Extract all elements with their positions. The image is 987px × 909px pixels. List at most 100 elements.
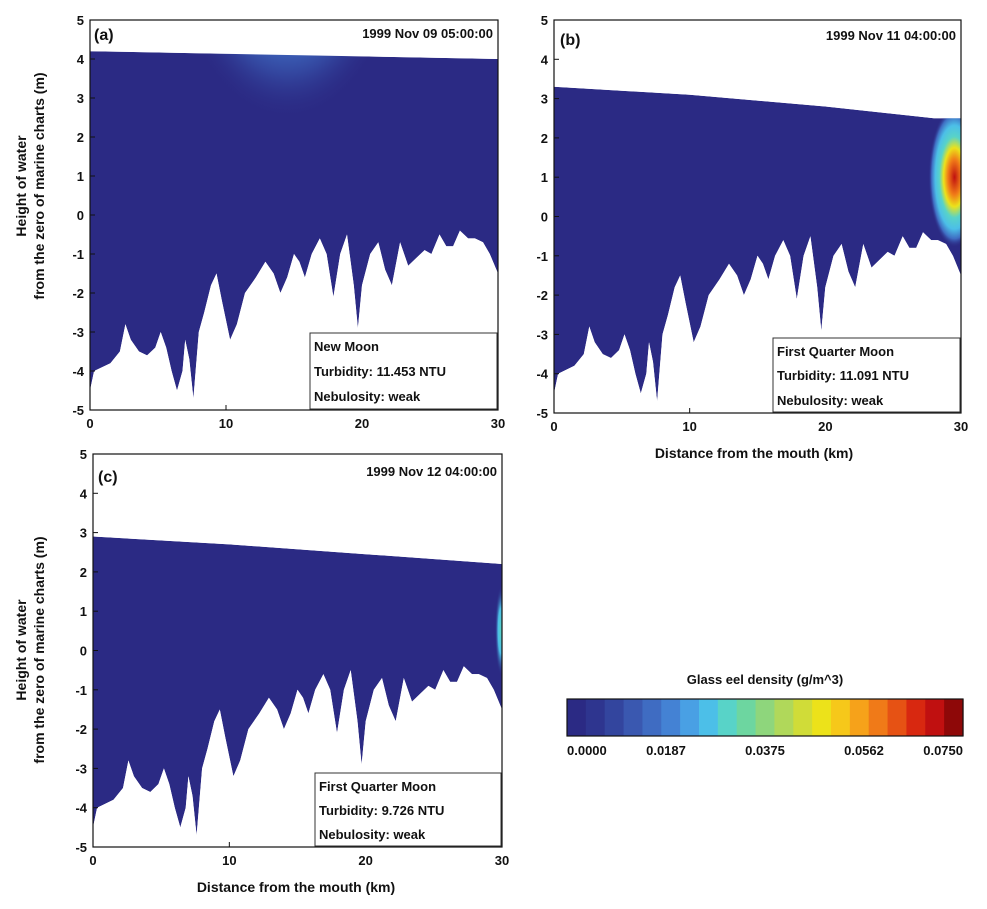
colorbar-swatch	[774, 699, 794, 736]
colorbar-ticks: 0.0000 0.0187 0.0375 0.0562 0.0750	[567, 743, 963, 758]
colorbar-swatch	[849, 699, 870, 736]
x-tick-label: 30	[491, 416, 505, 431]
water-body	[93, 536, 502, 836]
y-tick-label: -4	[72, 364, 84, 379]
panel-label: (c)	[98, 469, 118, 486]
y-tick-label: -4	[75, 801, 87, 816]
colorbar-swatch	[585, 699, 606, 736]
y-tick-label: -1	[536, 249, 548, 264]
x-axis-label: Distance from the mouth (km)	[655, 445, 853, 461]
y-tick-label: -1	[72, 247, 84, 262]
y-tick-label: 4	[77, 52, 85, 67]
y-tick-label: -2	[536, 288, 548, 303]
annotation-turbidity: Turbidity: 9.726 NTU	[319, 803, 444, 818]
x-tick-label: 30	[495, 853, 509, 868]
annotation-moon: First Quarter Moon	[777, 344, 894, 359]
y-tick-label: 0	[77, 208, 84, 223]
eel-plume	[495, 585, 502, 676]
y-tick-label: -3	[72, 325, 84, 340]
y-axis-label: Height of water	[13, 599, 29, 701]
y-tick-label: 1	[541, 170, 548, 185]
colorbar-swatch	[661, 699, 681, 736]
x-tick-label: 10	[682, 419, 696, 434]
colorbar-swatch	[642, 699, 662, 736]
water-mask	[554, 20, 961, 413]
x-axis: 0 10 20 30	[89, 842, 509, 868]
y-tick-label: 5	[541, 13, 548, 28]
y-tick-label: 1	[80, 604, 87, 619]
y-axis-label-2: from the zero of marine charts (m)	[31, 72, 47, 299]
colorbar-title: Glass eel density (g/m^3)	[687, 672, 843, 687]
colorbar-swatch	[699, 699, 719, 736]
eel-plume	[192, 20, 383, 225]
water-body	[554, 86, 961, 402]
timestamp: 1999 Nov 12 04:00:00	[366, 464, 497, 479]
annotation-nebulosity: Nebulosity: weak	[319, 827, 426, 842]
x-tick-label: 20	[358, 853, 372, 868]
y-axis-label: Height of water	[13, 135, 29, 237]
colorbar-swatches	[567, 699, 964, 736]
y-tick-label: 5	[77, 13, 84, 28]
colorbar-swatch	[680, 699, 700, 736]
annotation-moon: First Quarter Moon	[319, 779, 436, 794]
colorbar-tick-label: 0.0000	[567, 743, 607, 758]
colorbar-tick-label: 0.0375	[745, 743, 785, 758]
colorbar-swatch	[793, 699, 813, 736]
panel-label: (b)	[560, 32, 580, 49]
x-tick-label: 0	[89, 853, 96, 868]
x-tick-label: 20	[818, 419, 832, 434]
y-tick-label: 0	[541, 210, 548, 225]
y-tick-label: 2	[541, 131, 548, 146]
annotation-nebulosity: Nebulosity: weak	[777, 393, 884, 408]
x-tick-label: 10	[219, 416, 233, 431]
y-axis: 5 4 3 2 1 0 -1 -2 -3 -4 -5	[75, 447, 98, 855]
x-tick-label: 0	[86, 416, 93, 431]
water-mask	[90, 20, 498, 410]
colorbar: Glass eel density (g/m^3) 0.0000 0.0187 0.…	[566, 672, 964, 758]
panel-label: (a)	[94, 27, 114, 44]
y-tick-label: -2	[75, 722, 87, 737]
annotation-turbidity: Turbidity: 11.453 NTU	[314, 364, 446, 379]
colorbar-swatch	[567, 699, 587, 736]
water-mask	[93, 454, 502, 847]
y-axis: 5 4 3 2 1 0 -1 -2 -3 -4 -5	[72, 13, 95, 418]
x-tick-label: 10	[222, 853, 236, 868]
colorbar-swatch	[717, 699, 738, 736]
y-tick-label: -2	[72, 286, 84, 301]
colorbar-tick-label: 0.0562	[844, 743, 884, 758]
y-tick-label: -3	[536, 327, 548, 342]
x-tick-label: 30	[954, 419, 968, 434]
y-tick-label: 3	[541, 92, 548, 107]
y-tick-label: 1	[77, 169, 84, 184]
timestamp: 1999 Nov 09 05:00:00	[362, 26, 493, 41]
colorbar-swatch	[944, 699, 964, 736]
y-axis-label-2: from the zero of marine charts (m)	[31, 536, 47, 763]
y-tick-label: 2	[80, 565, 87, 580]
colorbar-swatch	[623, 699, 644, 736]
colorbar-tick-label: 0.0187	[646, 743, 686, 758]
colorbar-swatch	[868, 699, 889, 736]
colorbar-swatch	[906, 699, 926, 736]
eel-plume	[928, 107, 961, 248]
colorbar-swatch	[736, 699, 757, 736]
y-tick-label: 0	[80, 644, 87, 659]
colorbar-tick-label: 0.0750	[923, 743, 963, 758]
y-tick-label: -5	[536, 406, 548, 421]
annotation-box	[309, 332, 498, 410]
x-axis-label: Distance from the mouth (km)	[197, 879, 395, 895]
x-tick-label: 20	[355, 416, 369, 431]
annotation-box	[772, 337, 961, 413]
colorbar-swatch	[925, 699, 945, 736]
colorbar-swatch	[604, 699, 625, 736]
colorbar-frame	[566, 698, 964, 737]
colorbar-swatch	[812, 699, 832, 736]
x-tick-label: 0	[550, 419, 557, 434]
annotation-box	[314, 772, 502, 847]
y-tick-label: 4	[541, 52, 549, 67]
colorbar-swatch	[887, 699, 908, 736]
y-tick-label: -4	[536, 367, 548, 382]
y-tick-label: -1	[75, 683, 87, 698]
